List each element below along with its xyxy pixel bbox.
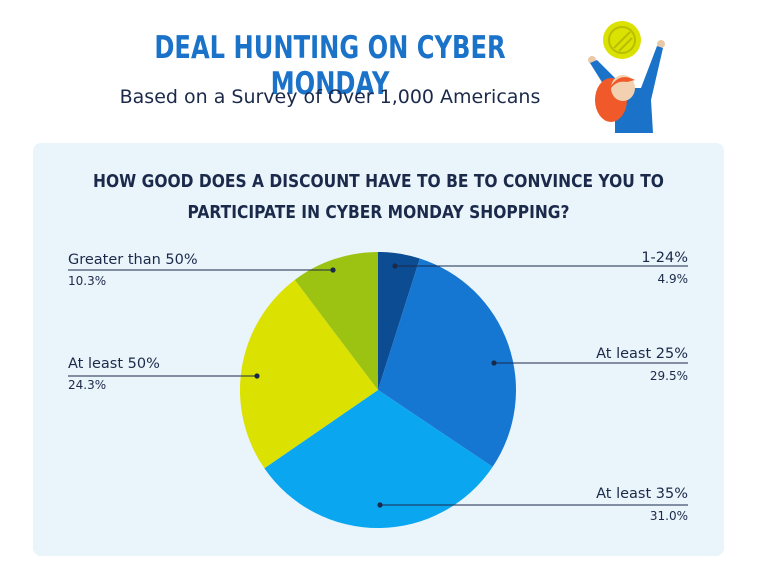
slice-value: 4.9%	[658, 272, 689, 286]
slice-label: 1-24%	[641, 250, 688, 266]
leader-dot	[330, 267, 336, 273]
leader-dot	[254, 373, 260, 379]
pie-slice	[378, 258, 516, 467]
page-subtitle: Based on a Survey of Over 1,000 American…	[119, 86, 541, 108]
slice-label: At least 25%	[596, 346, 688, 362]
leader-dot	[491, 360, 497, 366]
chart-title-line-2: PARTICIPATE IN CYBER MONDAY SHOPPING?	[187, 202, 570, 223]
slice-value: 10.3%	[68, 274, 106, 288]
slice-value: 31.0%	[650, 509, 688, 523]
pie-slice	[378, 252, 420, 390]
slice-label: At least 35%	[596, 486, 688, 502]
chart-title: HOW GOOD DOES A DISCOUNT HAVE TO BE TO C…	[81, 166, 675, 228]
pie-slice	[264, 390, 493, 528]
slice-value: 29.5%	[650, 369, 688, 383]
pie-slice	[294, 252, 378, 390]
pie-slice	[239, 279, 378, 469]
slice-label: At least 50%	[68, 356, 160, 372]
chart-title-line-1: HOW GOOD DOES A DISCOUNT HAVE TO BE TO C…	[93, 171, 664, 192]
person-with-coin-illustration	[588, 21, 665, 133]
leader-dot	[392, 263, 398, 269]
leader-dot	[377, 502, 383, 508]
slice-label: Greater than 50%	[68, 252, 198, 268]
slice-value: 24.3%	[68, 378, 106, 392]
page-title: DEAL HUNTING ON CYBER MONDAY	[154, 30, 506, 102]
